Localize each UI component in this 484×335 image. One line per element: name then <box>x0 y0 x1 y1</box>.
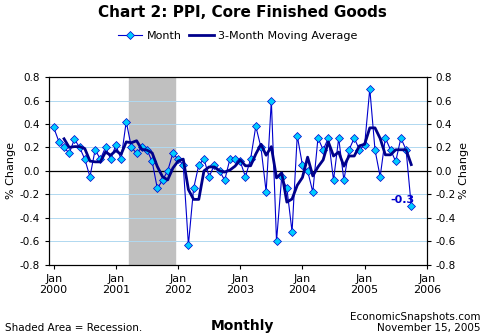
Text: Shaded Area = Recession.: Shaded Area = Recession. <box>5 323 142 333</box>
Text: -0.3: -0.3 <box>390 195 414 204</box>
Y-axis label: % Change: % Change <box>6 142 16 199</box>
Text: Monthly: Monthly <box>211 319 273 333</box>
Y-axis label: % Change: % Change <box>458 142 468 199</box>
Text: EconomicSnapshots.com
November 15, 2005: EconomicSnapshots.com November 15, 2005 <box>349 312 479 333</box>
Text: Chart 2: PPI, Core Finished Goods: Chart 2: PPI, Core Finished Goods <box>98 5 386 20</box>
Bar <box>129 77 175 265</box>
Legend: Month, 3-Month Moving Average: Month, 3-Month Moving Average <box>113 26 362 46</box>
